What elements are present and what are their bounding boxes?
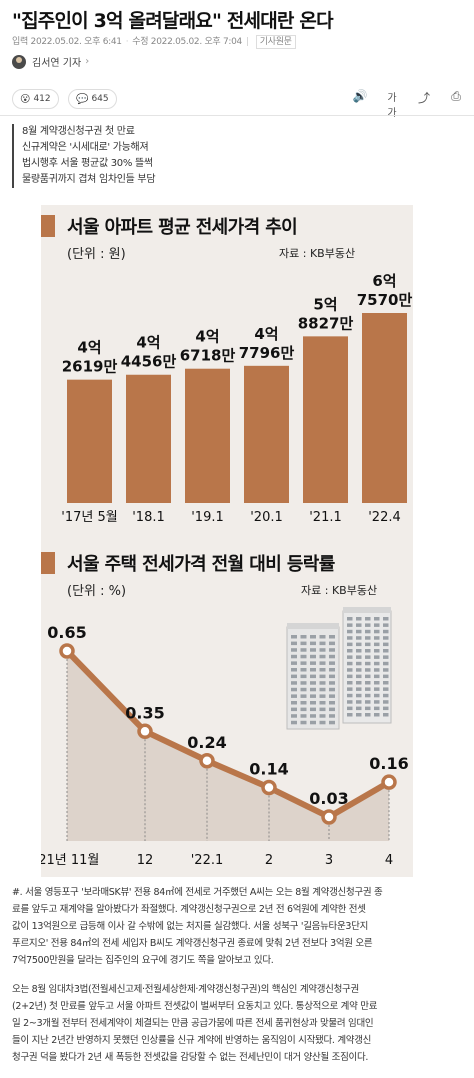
body-line: 일 2~3개월 전부터 전세계약이 체결되는 만큼 공급가뭄에 따른 전세 품귀…	[12, 1018, 374, 1029]
chart1-source: 자료 : KB부동산	[279, 247, 356, 260]
body-line: (2+2년) 첫 만료를 앞두고 서울 아파트 전셋값이 벌써부터 요동치고 있…	[12, 1001, 378, 1012]
chart1-bar	[362, 313, 407, 503]
chart1-data-label: 8827만	[298, 314, 354, 332]
modified-time: 수정 2022.05.02. 오후 7:04	[132, 37, 242, 47]
comment-icon: 💬	[76, 93, 89, 105]
summary-line: 물량품귀까지 겹쳐 임차인들 부담	[22, 174, 156, 185]
chart1-tick-label: '21.1	[309, 510, 342, 525]
chart1-bar	[126, 374, 171, 503]
chart2-data-label: 0.65	[47, 623, 86, 642]
chart2-data-label: 0.14	[249, 760, 288, 779]
reaction-count: 412	[33, 94, 51, 104]
body-line: 오는 8월 임대차3법(전월세신고제·전월세상한제·계약갱신청구권)의 핵심인 …	[12, 984, 359, 995]
body-line: 7억7500만원을 달라는 집주인의 요구에 경기도 쪽을 알아보고 있다.	[12, 955, 274, 966]
chart2-data-label: 0.24	[187, 733, 226, 752]
chart2-point	[199, 753, 215, 769]
chart1-data-label: 6718만	[180, 347, 236, 365]
body-line: #. 서울 영등포구 '보라매SK뷰' 전용 84㎡에 전세로 거주했던 A씨는…	[12, 887, 383, 898]
chart2-point	[137, 723, 153, 740]
audio-icon[interactable]: 🔊	[352, 89, 368, 103]
chart1-data-label: 5억	[313, 295, 337, 313]
chart2-point	[321, 809, 337, 825]
chart2-source: 자료 : KB부동산	[301, 584, 378, 597]
print-icon[interactable]: ⎙	[451, 89, 461, 103]
chart2-area	[67, 651, 389, 841]
body-line: 청구권 덕을 봤다가 2년 새 폭등한 전셋값을 감당할 수 없는 전세난민이 …	[12, 1052, 369, 1063]
chart1-tick-label: '17년 5월	[61, 510, 117, 525]
chart1-tick-label: '22.4	[368, 510, 401, 525]
infographic: 서울 아파트 평균 전세가격 추이 (단위 : 원) 자료 : KB부동산 4억…	[41, 205, 413, 877]
article-body: #. 서울 영등포구 '보라매SK뷰' 전용 84㎡에 전세로 거주했던 A씨는…	[12, 884, 464, 1078]
share-icon[interactable]: ⤴	[417, 91, 430, 105]
chart1-data-label: 7570만	[357, 291, 413, 309]
chart2-point	[59, 643, 75, 659]
article-title: "집주인이 3억 올려달래요" 전세대란 온다	[12, 10, 334, 32]
chart1-bar	[67, 379, 112, 503]
summary-line: 법시행후 서울 평균값 30% 뜰썩	[22, 158, 153, 169]
reaction-button[interactable]: 😮 412	[12, 89, 59, 109]
chart2-unit: (단위 : %)	[67, 584, 127, 599]
original-article-link[interactable]: 기사원문	[255, 35, 296, 49]
chart1-data-label: 4456만	[121, 353, 177, 371]
comment-count: 645	[91, 94, 109, 104]
body-line: 료를 앞두고 재계약을 알아봤다가 좌절했다. 계약갱신청구권으로 2년 전 6…	[12, 904, 366, 915]
article-actions: 😮 412 💬 645 🔊 가가 ⤴ ⎙	[12, 88, 464, 119]
chart1-data-label: 4억	[136, 334, 160, 352]
chart1-unit: (단위 : 원)	[67, 247, 126, 262]
chart2-tick-label: '21년 11월	[41, 853, 99, 868]
chart1-data-label: 4억	[195, 328, 219, 346]
chart2-tick-label: 2	[265, 853, 273, 868]
chart1-data-label: 6억	[372, 272, 396, 290]
chart1-title: 서울 아파트 평균 전세가격 추이	[41, 213, 298, 239]
article-meta: 입력 2022.05.02. 오후 6:41 · 수정 2022.05.02. 오후…	[12, 34, 296, 49]
chart2-line-chart: 0.65 '21년 11월 0.35 12 0.24 '22.1 0.14 2 0.03 3 0.1…	[41, 607, 409, 868]
chart1-bar	[303, 336, 348, 503]
body-paragraph: 오는 8월 임대차3법(전월세신고제·전월세상한제·계약갱신청구권)의 핵심인 …	[12, 981, 464, 1066]
chart2-data-label: 0.16	[369, 754, 408, 773]
chart2-point	[381, 774, 397, 790]
chart1-data-label: 7796만	[239, 344, 295, 362]
apartment-illustration	[286, 607, 392, 730]
body-line: 값이 13억원으로 급등해 이사 갈 수밖에 없는 처지를 실감했다. 서울 성…	[12, 921, 369, 932]
chart1-data-label: 4억	[254, 325, 278, 343]
article-summary: 8월 계약갱신청구권 첫 만료 신규계약은 '시세대로' 가능해져 법시행후 서…	[12, 124, 156, 188]
summary-line: 신규계약은 '시세대로' 가능해져	[22, 142, 149, 153]
chart1-tick-label: '18.1	[132, 510, 165, 525]
reporter-avatar	[12, 54, 26, 69]
chart2-point	[261, 779, 277, 796]
chart1-bar	[185, 368, 230, 503]
chart2-series-line	[64, 648, 391, 820]
summary-line: 8월 계약갱신청구권 첫 만료	[22, 126, 135, 137]
emoji-reaction-icon: 😮	[20, 93, 31, 105]
chart1-data-label: 2619만	[62, 358, 118, 376]
font-size-icon[interactable]: 가가	[387, 93, 397, 119]
reporter-name: 김서연 기자	[32, 58, 82, 69]
chart2-tick-label: 12	[137, 853, 154, 868]
chart2-data-label: 0.03	[309, 789, 348, 808]
published-time: 입력 2022.05.02. 오후 6:41	[12, 37, 122, 47]
chart2-data-label: 0.35	[125, 703, 164, 722]
chart2-tick-label: 4	[385, 853, 393, 868]
chart2-tick-label: '22.1	[191, 853, 224, 868]
body-line: 들이 지난 2년간 반영하지 못했던 인상률을 신규 계약에 반영하는 움직임이…	[12, 1035, 372, 1046]
chart1-bar	[244, 365, 289, 503]
chart1-data-label: 4억	[77, 339, 101, 357]
chart2-title: 서울 주택 전세가격 전월 대비 등락률	[41, 550, 335, 576]
reporter-link[interactable]: 김서연 기자 ›	[12, 54, 89, 69]
chevron-right-icon: ›	[85, 56, 90, 67]
chart2-tick-label: 3	[325, 853, 333, 868]
comment-button[interactable]: 💬 645	[68, 89, 117, 109]
body-line: 푸르지오' 전용 84㎡의 전세 세입자 B씨도 계약갱신청구권 종료에 맞춰 …	[12, 938, 373, 949]
header-divider	[0, 115, 474, 116]
chart1-tick-label: '20.1	[250, 510, 283, 525]
chart1-tick-label: '19.1	[191, 510, 224, 525]
body-paragraph: #. 서울 영등포구 '보라매SK뷰' 전용 84㎡에 전세로 거주했던 A씨는…	[12, 884, 464, 969]
